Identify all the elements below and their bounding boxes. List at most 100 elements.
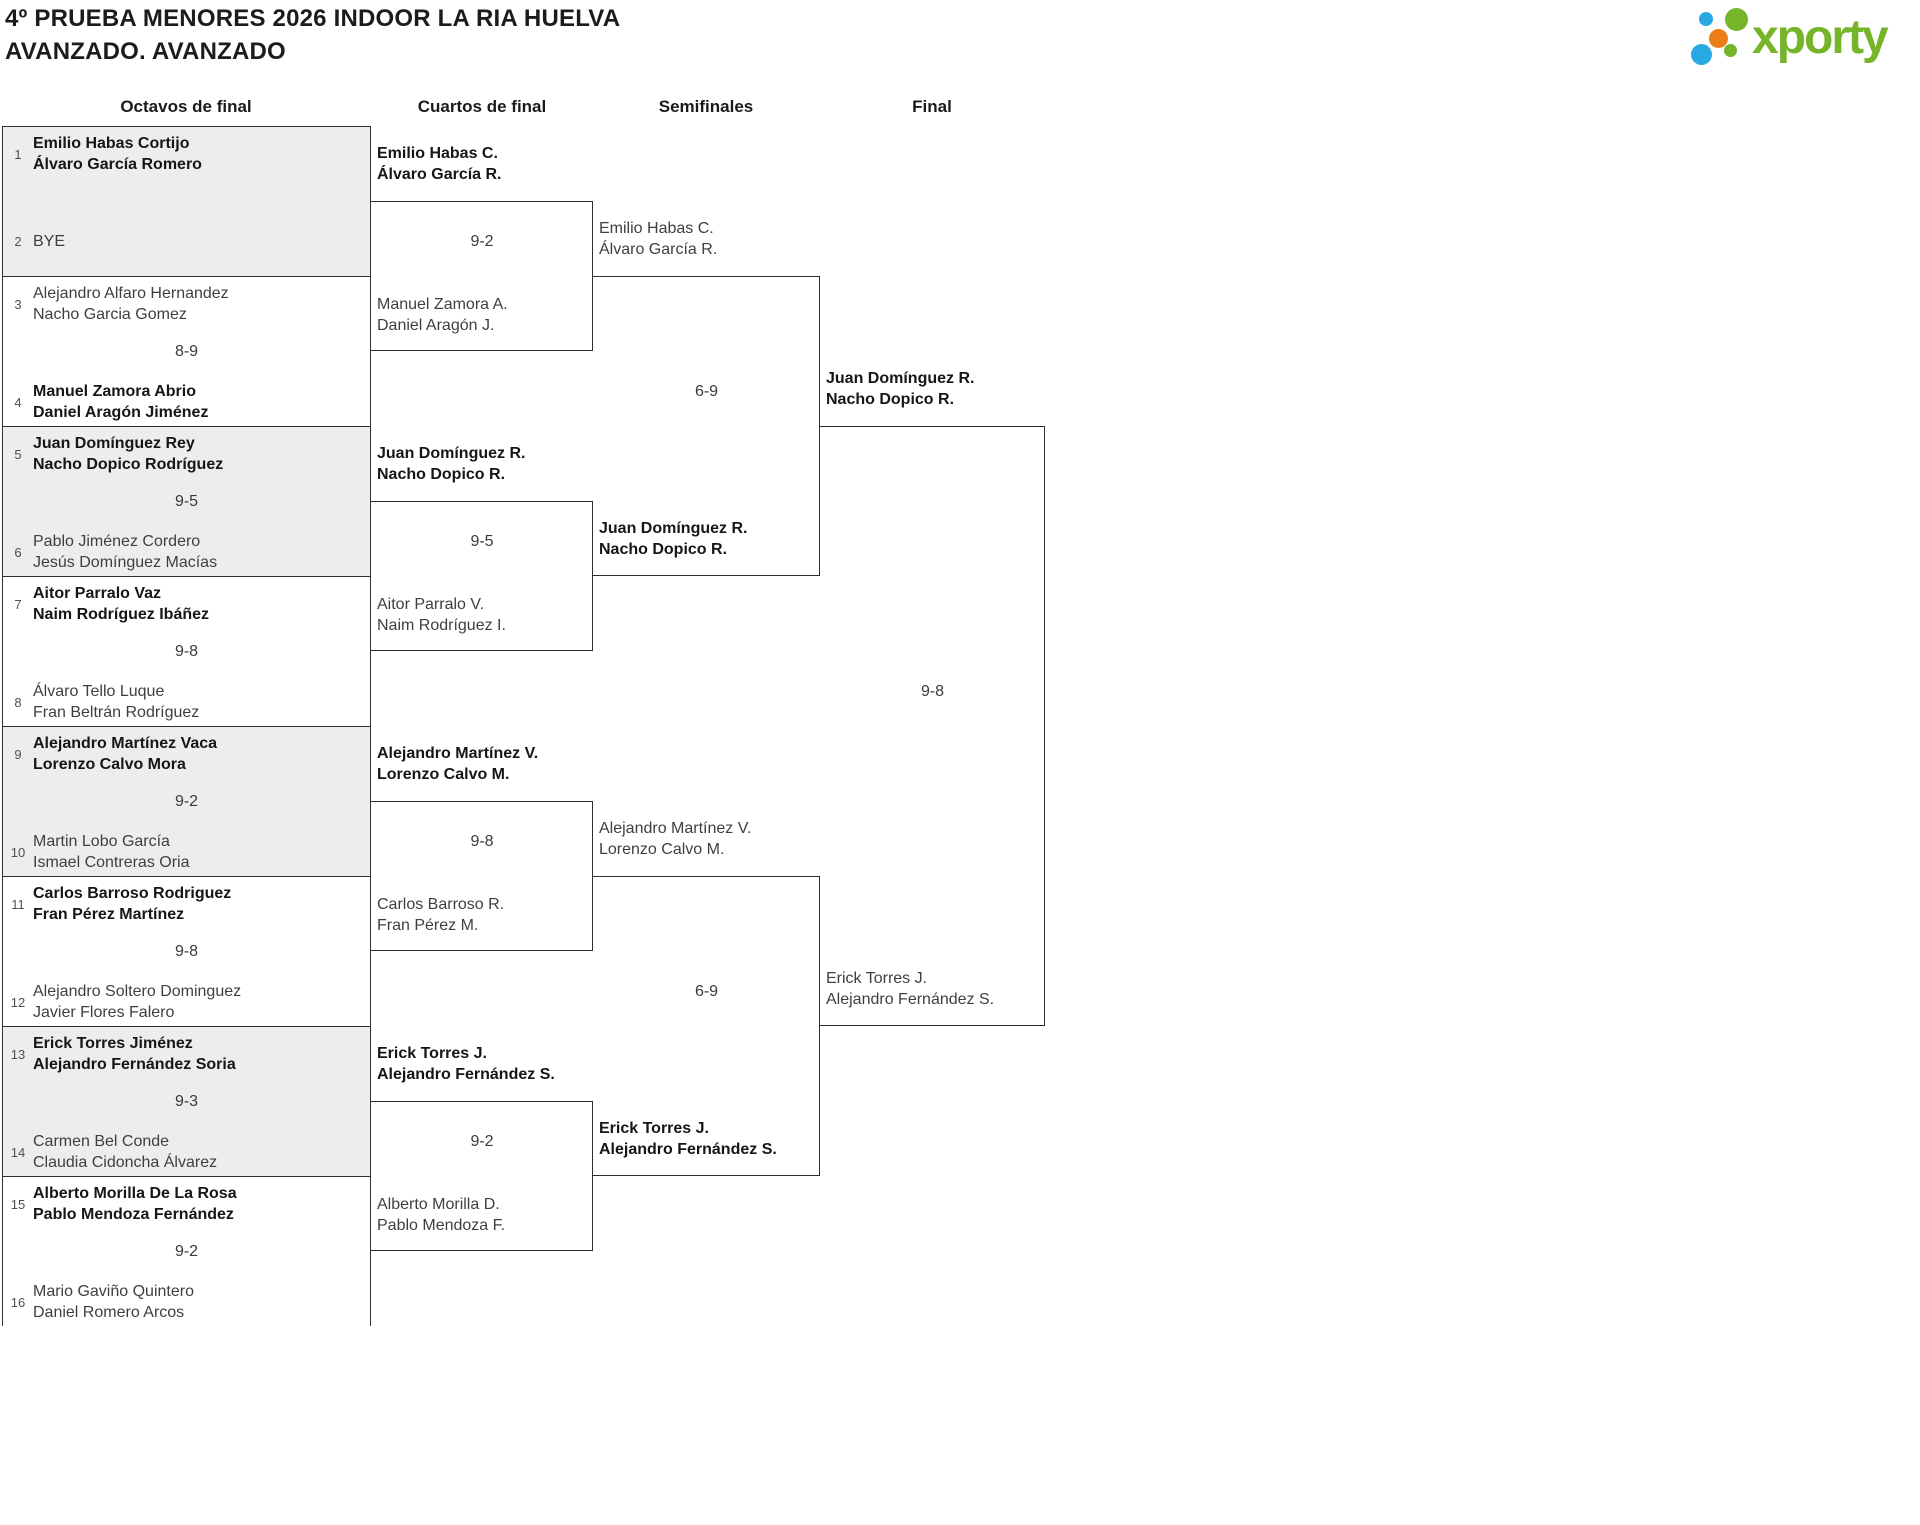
qf3-score: 9-8: [470, 833, 494, 850]
player-name: Daniel Romero Arcos: [33, 1304, 185, 1321]
player-name: Emilio Habas Cortijo: [33, 135, 190, 152]
player-name: Álvaro García R.: [377, 166, 502, 183]
tournament-title: 4º PRUEBA MENORES 2026 INDOOR LA RIA HUE…: [5, 2, 620, 68]
player-name: Erick Torres Jiménez: [33, 1035, 193, 1052]
qf4-team1: Erick Torres J. Alejandro Fernández S.: [377, 1043, 589, 1085]
player-name: Emilio Habas C.: [377, 145, 498, 162]
player-name: Aitor Parralo Vaz: [33, 585, 162, 602]
match-score: 9-2: [174, 1243, 199, 1260]
player-name: Nacho Dopico R.: [826, 391, 955, 408]
player-name: Alejandro Fernández S.: [599, 1141, 777, 1158]
seed-number: 13: [10, 1046, 26, 1062]
xporty-logo[interactable]: xporty: [1685, 4, 1915, 76]
r16-match-8: 15 Alberto Morilla De La Rosa Pablo Mend…: [3, 1177, 370, 1327]
team: Manuel Zamora Abrio Daniel Aragón Jiméne…: [33, 381, 364, 423]
r16-match-7: 13 Erick Torres Jiménez Alejandro Fernán…: [3, 1027, 370, 1177]
sf2-team1: Alejandro Martínez V. Lorenzo Calvo M.: [599, 818, 811, 860]
qf2-team2: Aitor Parralo V. Naim Rodríguez I.: [377, 594, 589, 636]
player-name: Juan Domínguez R.: [826, 370, 975, 387]
player-name: Carlos Barroso R.: [377, 896, 505, 913]
team: Alejandro Martínez Vaca Lorenzo Calvo Mo…: [33, 733, 364, 775]
team: Juan Domínguez Rey Nacho Dopico Rodrígue…: [33, 433, 364, 475]
match-score: 9-8: [174, 943, 199, 960]
player-name: Erick Torres J.: [377, 1045, 487, 1062]
round-of-16-column: 1 Emilio Habas Cortijo Álvaro García Rom…: [2, 126, 371, 1327]
round-header-octavos: Octavos de final: [120, 97, 252, 116]
sf2-score: 6-9: [694, 983, 719, 1000]
tournament-title-line1: 4º PRUEBA MENORES 2026 INDOOR LA RIA HUE…: [5, 5, 621, 32]
team: Alberto Morilla De La Rosa Pablo Mendoza…: [33, 1183, 364, 1225]
qf3-box: [371, 801, 593, 951]
player-name: Javier Flores Falero: [33, 1004, 175, 1021]
player-name: Manuel Zamora Abrio: [33, 383, 196, 400]
player-name: Mario Gaviño Quintero: [33, 1283, 194, 1300]
sf2-box: [593, 876, 820, 1176]
team: Erick Torres Jiménez Alejandro Fernández…: [33, 1033, 364, 1075]
team: Aitor Parralo Vaz Naim Rodríguez Ibáñez: [33, 583, 364, 625]
logo-dot-green-big-icon: [1725, 8, 1748, 31]
r16-match-5: 9 Alejandro Martínez Vaca Lorenzo Calvo …: [3, 727, 370, 877]
seed-number: 4: [14, 394, 22, 410]
r16-match-2: 3 Alejandro Alfaro Hernandez Nacho Garci…: [3, 277, 370, 427]
player-name: Pablo Mendoza Fernández: [33, 1206, 234, 1223]
qf1-team1: Emilio Habas C. Álvaro García R.: [377, 143, 589, 185]
team: Pablo Jiménez Cordero Jesús Domínguez Ma…: [33, 531, 364, 573]
final-team1: Juan Domínguez R. Nacho Dopico R.: [826, 368, 1038, 410]
seed-number: 6: [14, 544, 22, 560]
player-name: Alejandro Martínez V.: [377, 745, 539, 762]
seed-number: 3: [14, 296, 22, 312]
player-name: Aitor Parralo V.: [377, 596, 485, 613]
player-name: Lorenzo Calvo M.: [377, 766, 510, 783]
match-score: 9-3: [174, 1093, 199, 1110]
qf1-score: 9-2: [470, 233, 494, 250]
seed-number: 2: [14, 234, 22, 249]
player-name: Álvaro García Romero: [33, 156, 202, 173]
qf4-score: 9-2: [470, 1133, 494, 1150]
player-name: BYE: [33, 233, 66, 250]
player-name: Naim Rodríguez I.: [377, 617, 506, 634]
sf1-team2: Juan Domínguez R. Nacho Dopico R.: [599, 518, 811, 560]
qf2-box: [371, 501, 593, 651]
player-name: Daniel Aragón Jiménez: [33, 404, 209, 421]
player-name: Manuel Zamora A.: [377, 296, 508, 313]
seed-number: 1: [14, 146, 22, 162]
qf2-score: 9-5: [470, 533, 494, 550]
match-score: 9-5: [174, 493, 199, 510]
player-name: Alejandro Fernández S.: [377, 1066, 555, 1083]
player-name: Juan Domínguez R.: [377, 445, 526, 462]
qf1-team2: Manuel Zamora A. Daniel Aragón J.: [377, 294, 589, 336]
tournament-title-line2: AVANZADO. AVANZADO: [5, 38, 286, 65]
seed-number: 16: [10, 1294, 26, 1310]
player-name: Fran Pérez Martínez: [33, 906, 185, 923]
round-header-final: Final: [912, 97, 952, 116]
logo-wordmark: xporty: [1752, 11, 1889, 64]
player-name: Alejandro Martínez V.: [599, 820, 752, 837]
player-name: Álvaro Tello Luque: [33, 683, 165, 700]
player-name: Jesús Domínguez Macías: [33, 554, 218, 571]
r16-match-1: 1 Emilio Habas Cortijo Álvaro García Rom…: [3, 127, 370, 277]
player-name: Juan Domínguez Rey: [33, 435, 195, 452]
player-name: Alejandro Soltero Dominguez: [33, 983, 242, 1000]
final-box: [820, 426, 1045, 1026]
r16-match-4: 7 Aitor Parralo Vaz Naim Rodríguez Ibáñe…: [3, 577, 370, 727]
team: Alejandro Soltero Dominguez Javier Flore…: [33, 981, 364, 1023]
qf3-team2: Carlos Barroso R. Fran Pérez M.: [377, 894, 589, 936]
player-name: Pablo Mendoza F.: [377, 1217, 506, 1234]
qf1-box: [371, 201, 593, 351]
qf2-team1: Juan Domínguez R. Nacho Dopico R.: [377, 443, 589, 485]
seed-number: 11: [11, 896, 25, 912]
round-header-cuartos: Cuartos de final: [417, 97, 547, 116]
team: Emilio Habas Cortijo Álvaro García Romer…: [33, 133, 364, 175]
sf1-score: 6-9: [694, 383, 719, 400]
player-name: Carlos Barroso Rodriguez: [33, 885, 232, 902]
player-name: Lorenzo Calvo M.: [599, 841, 725, 858]
player-name: Alejandro Alfaro Hernandez: [33, 285, 229, 302]
player-name: Nacho Dopico R.: [599, 541, 728, 558]
team: BYE: [33, 231, 364, 252]
team: Martin Lobo García Ismael Contreras Oria: [33, 831, 364, 873]
logo-dot-blue-small-icon: [1699, 12, 1713, 26]
player-name: Nacho Dopico Rodríguez: [33, 456, 224, 473]
team: Alejandro Alfaro Hernandez Nacho Garcia …: [33, 283, 364, 325]
logo-dot-green-small-icon: [1724, 44, 1737, 57]
